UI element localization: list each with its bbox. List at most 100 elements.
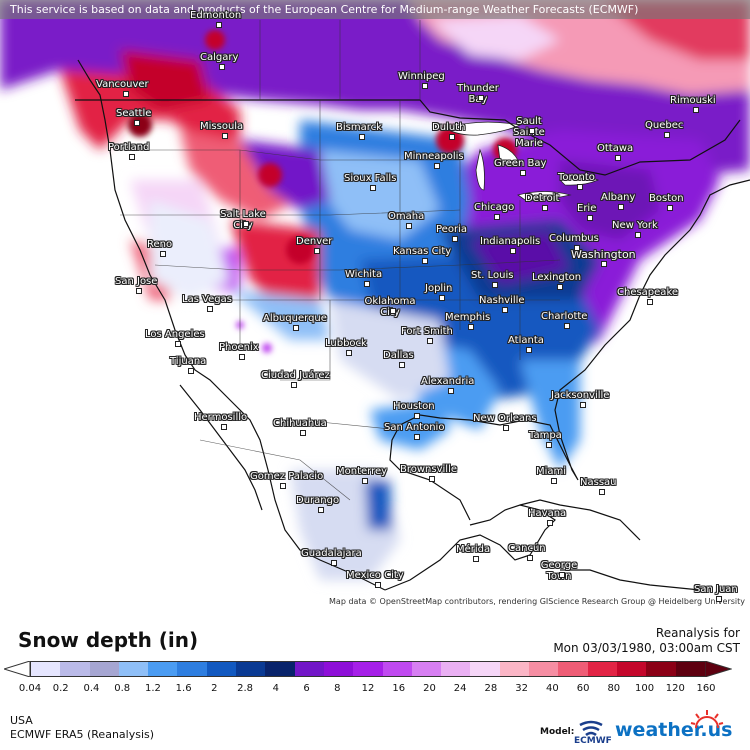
colorbar-swatch (118, 662, 149, 676)
city-label: Ottawa (597, 143, 634, 154)
colorbar-tick-label: 4 (272, 683, 279, 694)
city-label: Washington (571, 248, 636, 261)
city-label: Detroit (525, 193, 560, 204)
city-label: Durango (296, 495, 340, 506)
colorbar-tick-label: 2.8 (237, 683, 254, 694)
city-label: Brownsville (400, 464, 458, 475)
colorbar-tick-label: 28 (484, 683, 498, 694)
city-marker (478, 95, 484, 101)
colorbar-swatch (206, 662, 237, 676)
city-label: Chicago (474, 202, 515, 213)
colorbar-swatch (89, 662, 119, 676)
city-marker (243, 221, 249, 227)
colorbar-tick-label: 0.4 (83, 683, 100, 694)
city-label: Boston (649, 193, 684, 204)
city-label: Albany (601, 192, 636, 203)
colorbar-swatch (411, 662, 442, 676)
colorbar-swatch (558, 662, 588, 676)
city-marker (219, 64, 225, 70)
city-marker (293, 325, 299, 331)
colorbar-tick-label: 80 (607, 683, 621, 694)
colorbar-ticks: 0.04 0.2 0.4 0.8 1.2 1.6 2 2.8 4 6 8 12 16 20 24 28 32 40… (19, 683, 716, 697)
city-label: Tampa (529, 430, 562, 441)
city-marker (618, 204, 624, 210)
colorbar-swatch (646, 662, 676, 676)
city-label: Miami (536, 466, 567, 477)
city-marker (414, 434, 420, 440)
colorbar-tick-label: 2 (211, 683, 218, 694)
city-label: New Orleans (473, 413, 537, 424)
colorbar-swatch (675, 662, 705, 676)
city-marker (375, 582, 381, 588)
city-marker (122, 91, 129, 97)
city-label: Bismarck (336, 122, 382, 133)
city-label: Salt Lake City (220, 209, 266, 231)
city-marker (406, 223, 412, 229)
city-marker (580, 402, 586, 408)
city-label: Nassau (580, 477, 617, 488)
city-label: Atlanta (508, 335, 544, 346)
city-marker (215, 22, 222, 28)
colorbar-tick-label: 8 (334, 683, 341, 694)
city-label: Memphis (445, 312, 491, 323)
city-label: Los Angeles (145, 329, 205, 340)
colorbar-tick-label: 100 (634, 683, 655, 694)
colorbar-tick-label: 20 (423, 683, 436, 694)
colorbar-tick-label: 0.8 (114, 683, 131, 694)
colorbar-left-arrow (4, 661, 31, 677)
city-label: Lubbock (325, 338, 367, 349)
city-label: Joplin (425, 283, 453, 294)
weather-us-logo[interactable]: weather.us (615, 719, 733, 741)
map-data-credit[interactable]: Map data © OpenStreetMap contributors, r… (326, 596, 748, 608)
city-marker (510, 248, 516, 254)
city-label: Green Bay (494, 158, 547, 169)
city-marker (542, 205, 548, 211)
city-marker (492, 282, 498, 288)
city-marker (716, 596, 722, 602)
colorbar-tick-label: 0.04 (18, 683, 42, 694)
city-marker (574, 245, 580, 251)
city-label: Thunder Bay (457, 83, 499, 105)
city-marker (280, 483, 286, 489)
city-label: Denver (296, 236, 333, 247)
city-label: St. Louis (471, 270, 514, 281)
city-label: San Jose (115, 276, 158, 287)
city-label: Las Vegas (182, 294, 232, 305)
city-label: Charlotte (541, 311, 588, 322)
city-label: Seattle (116, 108, 152, 119)
city-marker (529, 128, 535, 134)
colorbar-tick-label: 0.2 (52, 683, 69, 694)
city-label: Edmonton (190, 10, 242, 21)
city-marker (502, 307, 508, 313)
city-marker (615, 155, 621, 161)
city-label: Hermosillo (194, 412, 248, 423)
colorbar-tick-label: 1.2 (144, 683, 161, 694)
colorbar-swatch (616, 662, 647, 676)
city-marker (494, 214, 500, 220)
sun-icon (690, 710, 724, 729)
city-marker (359, 134, 365, 140)
city-label: Winnipeg (398, 71, 445, 82)
city-label: Ciudad Juárez (261, 370, 330, 381)
colorbar-swatch (294, 662, 324, 676)
city-label: Mérida (456, 544, 491, 555)
city-label: Chihuahua (273, 418, 327, 429)
ecmwf-logo-icon (579, 720, 603, 737)
snow-depth-map[interactable]: This service is based on data and produc… (0, 0, 750, 608)
city-marker (438, 295, 445, 301)
model-label: Model: (540, 727, 575, 737)
city-marker (447, 388, 454, 394)
city-label: Albuquerque (263, 313, 327, 324)
city-label: Duluth (432, 122, 466, 133)
colorbar-swatch (60, 662, 90, 676)
city-marker (467, 324, 474, 330)
city-marker (207, 306, 213, 312)
city-marker (390, 308, 396, 314)
city-label: Wichita (345, 269, 383, 280)
region-label: USA (10, 714, 33, 727)
model-name: ECMWF ERA5 (Reanalysis) (10, 728, 155, 741)
city-marker (159, 251, 166, 257)
city-label: Lexington (532, 272, 582, 283)
city-marker (300, 430, 306, 436)
city-label: Quebec (645, 120, 684, 131)
